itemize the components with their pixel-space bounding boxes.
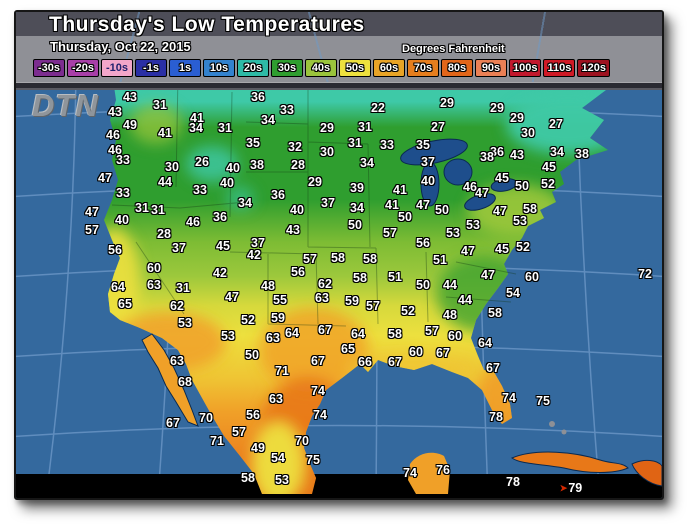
legend-chip--30s: -30s [33, 59, 65, 77]
legend-chip--20s: -20s [67, 59, 99, 77]
map-header: Thursday's Low Temperatures Thursday, Oc… [16, 12, 662, 82]
hispaniola [631, 459, 662, 487]
baja-peninsula [141, 333, 199, 427]
great-lakes [400, 138, 518, 211]
legend-chip-40s: 40s [305, 59, 337, 77]
dtn-logo: DTN [32, 88, 99, 123]
legend-chip-10s: 10s [203, 59, 235, 77]
cuba [510, 451, 629, 473]
legend-chip-50s: 50s [339, 59, 371, 77]
temperature-legend: -30s -20s -10s -1s 1s 10s 20s 30s 40s 50s 60s 70s 80… [33, 59, 610, 77]
state-borders [111, 73, 517, 327]
legend-chip-90s: 90s [475, 59, 507, 77]
legend-chip-110s: 110s [543, 59, 576, 77]
map-date: Thursday, Oct 22, 2015 [50, 39, 191, 54]
units-label: Degrees Fahrenheit [402, 43, 505, 55]
legend-chip-70s: 70s [407, 59, 439, 77]
header-divider [16, 82, 662, 90]
legend-chip-30s: 30s [271, 59, 303, 77]
legend-chip-60s: 60s [373, 59, 405, 77]
bahamas [549, 421, 567, 435]
legend-chip-1s: 1s [169, 59, 201, 77]
legend-chip--1s: -1s [135, 59, 167, 77]
legend-chip-20s: 20s [237, 59, 269, 77]
bottom-black-band [16, 474, 662, 498]
page-title: Thursday's Low Temperatures [49, 13, 365, 36]
legend-chip-80s: 80s [441, 59, 473, 77]
map-frame: DTN Thursday's Low Temperatures Thursday… [14, 10, 664, 500]
legend-chip-120s: 120s [577, 59, 610, 77]
legend-chip--10s: -10s [101, 59, 133, 77]
legend-chip-100s: 100s [509, 59, 542, 77]
yucatan-blob [408, 452, 450, 494]
weather-map [16, 12, 662, 498]
